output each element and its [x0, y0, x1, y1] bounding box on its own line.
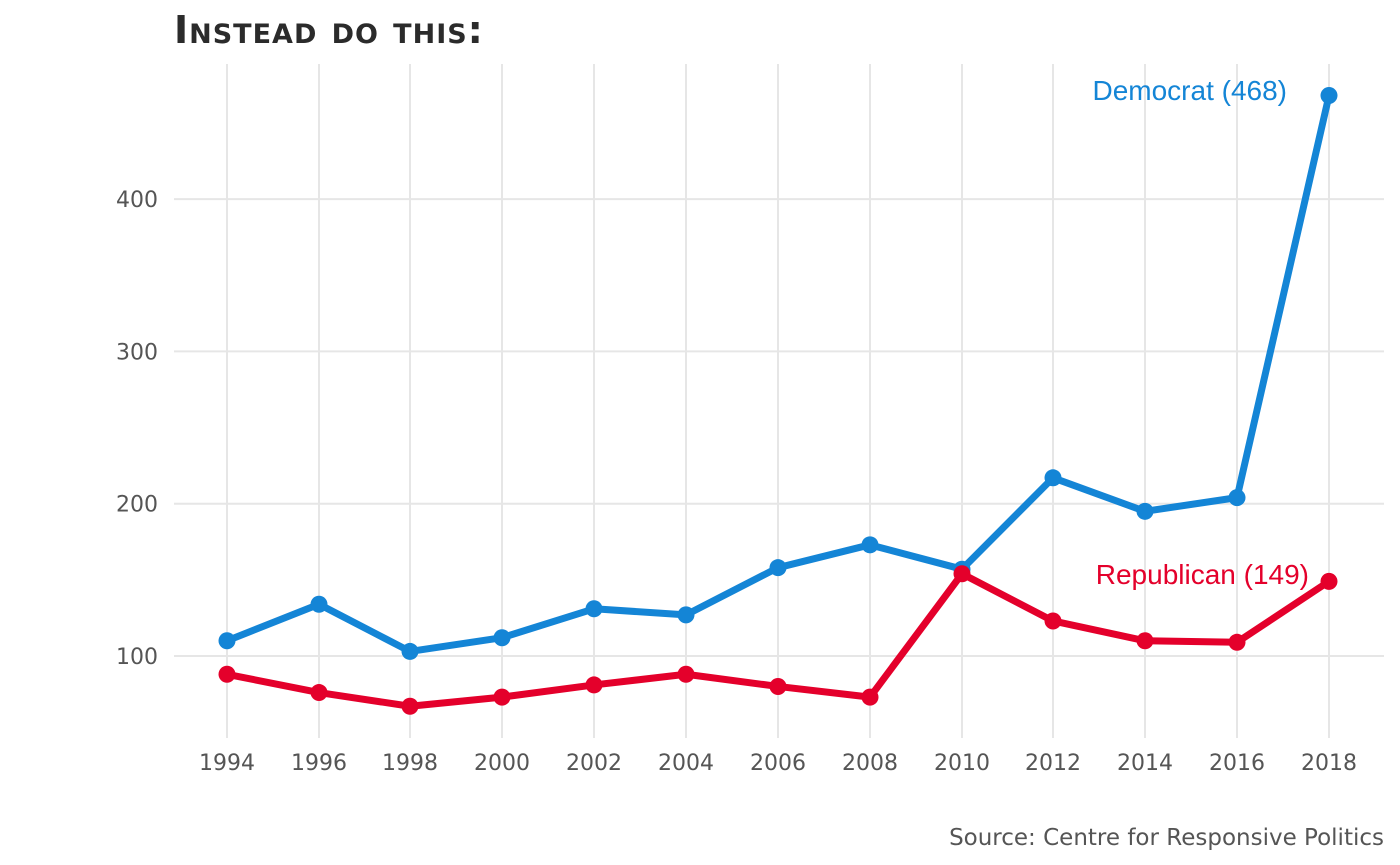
series-layer: [218, 87, 1338, 715]
series-label-republican: Republican (149): [1096, 559, 1309, 590]
source-note: Source: Centre for Responsive Politics: [949, 825, 1384, 851]
gridlines: [174, 64, 1384, 738]
x-tick-label: 2006: [750, 751, 806, 776]
chart-title: Instead do this:: [174, 8, 484, 52]
x-tick-label: 2008: [842, 751, 898, 776]
data-point-republican: [861, 688, 879, 706]
data-point-democrat: [1136, 502, 1154, 520]
data-point-republican: [585, 676, 603, 694]
data-point-democrat: [493, 629, 511, 647]
series-labels: Democrat (468) Republican (149): [1092, 75, 1309, 590]
data-point-democrat: [1228, 489, 1246, 507]
x-tick-label: 2016: [1209, 751, 1265, 776]
x-tick-label: 2004: [658, 751, 714, 776]
y-tick-label: 200: [116, 493, 158, 518]
data-point-republican: [1136, 632, 1154, 650]
data-point-democrat: [401, 642, 419, 660]
x-tick-label: 2010: [934, 751, 990, 776]
x-tick-label: 1996: [291, 751, 347, 776]
data-point-republican: [310, 684, 328, 702]
data-point-republican: [1320, 572, 1338, 590]
data-point-democrat: [769, 559, 787, 577]
data-point-republican: [677, 665, 695, 683]
y-tick-label: 300: [116, 340, 158, 365]
x-tick-label: 2000: [474, 751, 530, 776]
x-tick-label: 2002: [566, 751, 622, 776]
data-point-republican: [953, 565, 971, 583]
data-point-democrat: [1320, 87, 1338, 105]
x-tick-label: 1994: [199, 751, 255, 776]
x-tick-label: 2012: [1025, 751, 1081, 776]
data-point-democrat: [1044, 469, 1062, 487]
data-point-republican: [218, 665, 236, 683]
y-axis-ticks: 100 200 300 400: [116, 188, 158, 670]
data-point-republican: [769, 677, 787, 695]
data-point-democrat: [585, 600, 603, 618]
data-point-democrat: [218, 632, 236, 650]
data-point-republican: [1228, 633, 1246, 651]
x-tick-label: 2014: [1117, 751, 1173, 776]
x-tick-label: 2018: [1301, 751, 1357, 776]
data-point-democrat: [310, 595, 328, 613]
data-point-democrat: [861, 536, 879, 554]
data-point-republican: [1044, 612, 1062, 630]
y-tick-label: 100: [116, 645, 158, 670]
data-point-democrat: [677, 606, 695, 624]
data-point-republican: [401, 697, 419, 715]
x-tick-label: 1998: [382, 751, 438, 776]
y-tick-label: 400: [116, 188, 158, 213]
series-label-democrat: Democrat (468): [1092, 75, 1287, 106]
data-point-republican: [493, 688, 511, 706]
x-axis-ticks: 1994 1996 1998 2000 2002 2004 2006 2008 2010 2012…: [199, 751, 1357, 776]
